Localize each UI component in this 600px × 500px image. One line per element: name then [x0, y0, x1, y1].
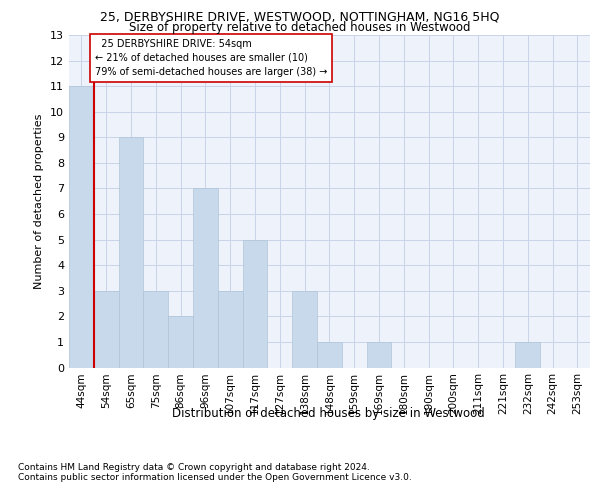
- Y-axis label: Number of detached properties: Number of detached properties: [34, 114, 44, 289]
- Bar: [317, 342, 342, 367]
- Bar: [515, 342, 540, 367]
- Bar: [143, 291, 168, 368]
- Bar: [94, 291, 119, 368]
- Bar: [292, 291, 317, 368]
- Text: 25, DERBYSHIRE DRIVE, WESTWOOD, NOTTINGHAM, NG16 5HQ: 25, DERBYSHIRE DRIVE, WESTWOOD, NOTTINGH…: [100, 10, 500, 23]
- Text: Distribution of detached houses by size in Westwood: Distribution of detached houses by size …: [172, 408, 485, 420]
- Bar: [367, 342, 391, 367]
- Text: 25 DERBYSHIRE DRIVE: 54sqm
← 21% of detached houses are smaller (10)
79% of semi: 25 DERBYSHIRE DRIVE: 54sqm ← 21% of deta…: [95, 39, 328, 77]
- Text: Contains HM Land Registry data © Crown copyright and database right 2024.: Contains HM Land Registry data © Crown c…: [18, 462, 370, 471]
- Bar: [119, 138, 143, 368]
- Bar: [218, 291, 242, 368]
- Text: Size of property relative to detached houses in Westwood: Size of property relative to detached ho…: [129, 21, 471, 34]
- Bar: [69, 86, 94, 368]
- Bar: [193, 188, 218, 368]
- Bar: [168, 316, 193, 368]
- Text: Contains public sector information licensed under the Open Government Licence v3: Contains public sector information licen…: [18, 474, 412, 482]
- Bar: [242, 240, 268, 368]
